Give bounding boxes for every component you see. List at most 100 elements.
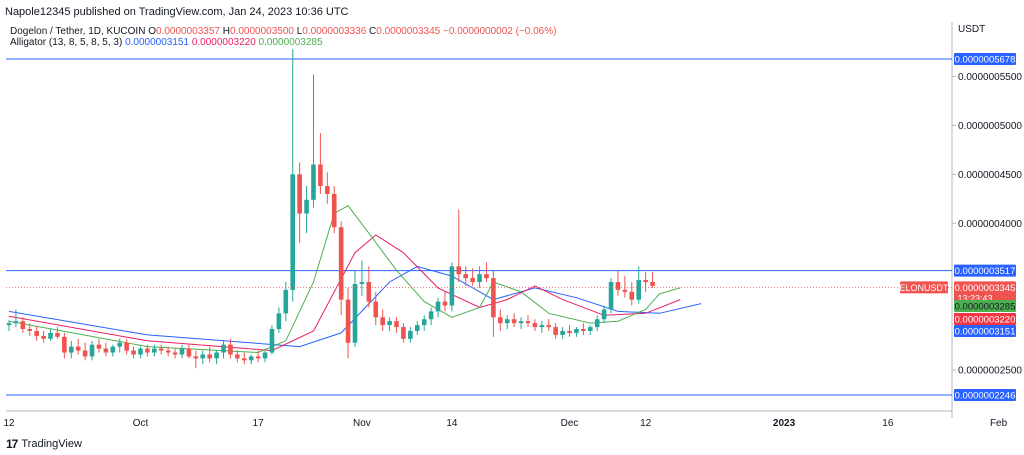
alligator-teeth-line <box>8 234 681 352</box>
candle-body[interactable] <box>89 344 95 357</box>
candle-body[interactable] <box>318 164 323 187</box>
candle-body[interactable] <box>48 332 53 339</box>
candle-body[interactable] <box>62 336 67 353</box>
candle-body[interactable] <box>331 193 337 228</box>
candle-body[interactable] <box>643 280 648 283</box>
candle-body[interactable] <box>650 282 655 286</box>
candle-body[interactable] <box>615 282 621 290</box>
candle-body[interactable] <box>546 325 552 328</box>
candle-body[interactable] <box>498 317 503 324</box>
candle-body[interactable] <box>214 352 219 359</box>
candle-body[interactable] <box>567 330 572 333</box>
candle-body[interactable] <box>241 358 247 361</box>
candle-body[interactable] <box>401 327 406 339</box>
candle-body[interactable] <box>366 282 372 302</box>
candle-body[interactable] <box>228 344 233 355</box>
candle-body[interactable] <box>511 319 517 324</box>
candle-body[interactable] <box>276 313 282 330</box>
candle-body[interactable] <box>518 321 524 324</box>
candle-body[interactable] <box>477 274 482 283</box>
candle-body[interactable] <box>6 323 12 326</box>
candle-body[interactable] <box>96 344 102 349</box>
candle-body[interactable] <box>352 283 358 343</box>
candle-body[interactable] <box>601 309 607 320</box>
candle-body[interactable] <box>394 321 399 328</box>
candle-body[interactable] <box>172 352 178 355</box>
candle-body[interactable] <box>574 329 579 333</box>
candle-body[interactable] <box>532 323 538 328</box>
candle-body[interactable] <box>408 330 413 339</box>
candle-body[interactable] <box>255 356 261 359</box>
candle-body[interactable] <box>449 266 455 306</box>
candle-body[interactable] <box>587 327 593 331</box>
candle-body[interactable] <box>421 319 427 326</box>
candle-body[interactable] <box>34 330 39 336</box>
candle-body[interactable] <box>117 342 123 347</box>
candle-body[interactable] <box>235 354 240 359</box>
candle-body[interactable] <box>456 266 462 275</box>
indicator-name[interactable]: Alligator (13, 8, 5, 8, 5, 3) <box>10 37 123 48</box>
candle-body[interactable] <box>124 342 129 351</box>
candle-body[interactable] <box>311 164 316 200</box>
candle-body[interactable] <box>221 344 226 353</box>
candle-body[interactable] <box>262 352 268 359</box>
candle-body[interactable] <box>581 329 586 331</box>
candle-body[interactable] <box>359 282 365 284</box>
candle-body[interactable] <box>165 350 171 353</box>
candle-body[interactable] <box>131 350 136 355</box>
candle-body[interactable] <box>608 282 614 310</box>
candle-body[interactable] <box>41 335 46 339</box>
candle-body[interactable] <box>629 291 635 300</box>
candle-body[interactable] <box>622 289 628 292</box>
candle-body[interactable] <box>560 330 565 335</box>
candle-body[interactable] <box>179 348 185 355</box>
candle-body[interactable] <box>200 354 206 359</box>
candle-body[interactable] <box>525 321 531 324</box>
candle-body[interactable] <box>20 321 26 330</box>
candle-body[interactable] <box>207 354 212 359</box>
candle-body[interactable] <box>82 350 88 357</box>
candle-body[interactable] <box>594 319 600 328</box>
candle-body[interactable] <box>338 227 344 300</box>
open-label: O <box>148 26 156 37</box>
candle-body[interactable] <box>491 278 496 318</box>
candle-body[interactable] <box>463 274 469 279</box>
candle-body[interactable] <box>75 346 81 351</box>
candle-body[interactable] <box>283 289 289 314</box>
candle-body[interactable] <box>470 278 475 283</box>
candle-body[interactable] <box>435 301 441 312</box>
candle-body[interactable] <box>68 346 74 353</box>
candle-body[interactable] <box>55 332 60 337</box>
candle-body[interactable] <box>373 301 379 318</box>
candle-body[interactable] <box>103 348 109 353</box>
symbol-label[interactable]: Dogelon / Tether, 1D, KUCOIN <box>10 26 146 37</box>
candle-body[interactable] <box>269 329 275 353</box>
candle-body[interactable] <box>428 311 434 320</box>
candle-body[interactable] <box>145 348 150 353</box>
candle-body[interactable] <box>484 274 489 279</box>
candle-body[interactable] <box>553 327 558 335</box>
candle-body[interactable] <box>636 280 642 300</box>
candle-body[interactable] <box>152 348 157 353</box>
candle-body[interactable] <box>325 186 330 194</box>
candle-body[interactable] <box>193 356 199 359</box>
candle-body[interactable] <box>297 174 302 214</box>
candle-body[interactable] <box>248 356 254 361</box>
candle-body[interactable] <box>186 348 192 357</box>
candle-body[interactable] <box>158 348 164 351</box>
candle-body[interactable] <box>387 321 392 326</box>
candle-body[interactable] <box>504 319 510 324</box>
candle-body[interactable] <box>304 199 309 214</box>
candle-body[interactable] <box>539 325 545 328</box>
candle-body[interactable] <box>13 321 19 324</box>
candle-body[interactable] <box>290 174 296 290</box>
candle-body[interactable] <box>138 348 143 355</box>
candle-body[interactable] <box>380 317 385 326</box>
candle-body[interactable] <box>414 325 420 331</box>
y-tick-label: 0.0000005000 <box>958 121 1022 132</box>
candle-body[interactable] <box>442 301 448 306</box>
candle-body[interactable] <box>110 346 116 353</box>
candle-body[interactable] <box>345 299 351 343</box>
candle-body[interactable] <box>27 329 33 331</box>
